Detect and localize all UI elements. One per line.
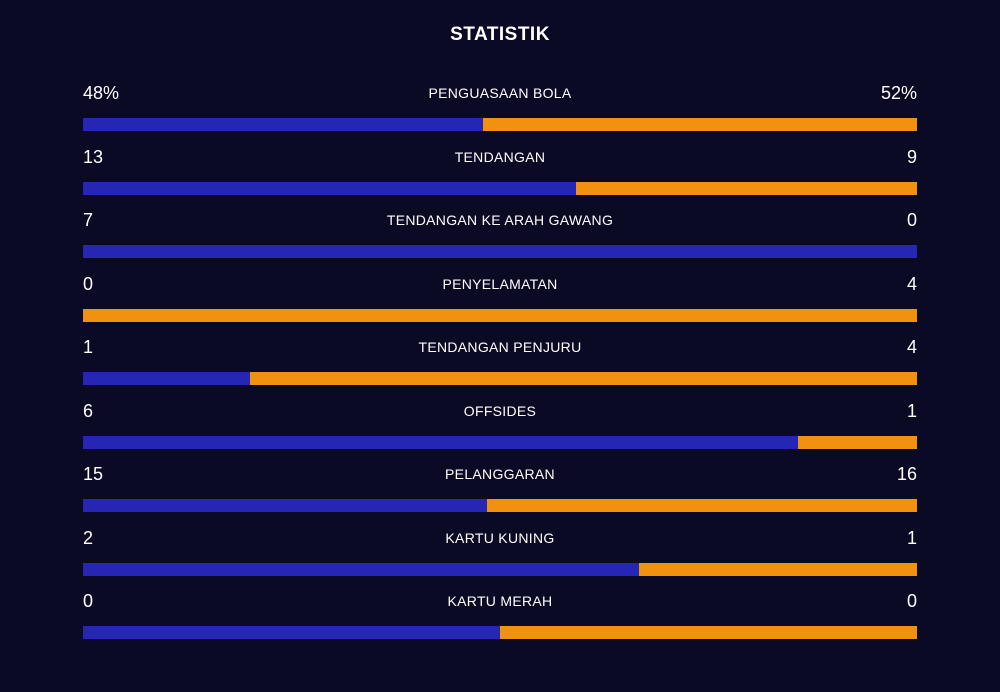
comparison-bar bbox=[83, 181, 917, 195]
comparison-bar bbox=[83, 118, 917, 131]
away-bar-segment bbox=[575, 181, 917, 195]
stat-label: TENDANGAN PENJURU bbox=[418, 339, 582, 355]
comparison-bar bbox=[83, 626, 917, 639]
home-value: 15 bbox=[83, 464, 104, 484]
away-value: 16 bbox=[896, 464, 917, 484]
away-bar-segment bbox=[249, 372, 917, 385]
stat-label: PENGUASAAN BOLA bbox=[428, 85, 572, 101]
stat-row-shots-on-target: 7 TENDANGAN KE ARAH GAWANG 0 bbox=[83, 207, 917, 271]
home-bar-segment bbox=[83, 562, 640, 576]
away-value: 0 bbox=[906, 591, 917, 611]
home-bar-segment bbox=[83, 435, 798, 449]
home-value: 6 bbox=[83, 400, 94, 421]
stat-label: KARTU KUNING bbox=[445, 529, 555, 546]
away-bar-segment bbox=[83, 308, 917, 322]
away-value: 1 bbox=[906, 527, 917, 548]
away-value: 1 bbox=[906, 400, 917, 421]
stat-label: PELANGGARAN bbox=[445, 466, 555, 482]
away-bar-segment bbox=[639, 562, 917, 576]
home-bar-segment bbox=[83, 626, 500, 639]
home-value: 2 bbox=[83, 527, 94, 548]
home-value: 1 bbox=[83, 337, 94, 357]
stats-title: STATISTIK bbox=[450, 24, 550, 45]
comparison-bar bbox=[83, 499, 917, 512]
away-value: 52% bbox=[880, 83, 917, 103]
comparison-bar bbox=[83, 372, 917, 385]
away-bar-segment bbox=[797, 435, 917, 449]
away-bar-segment bbox=[486, 499, 917, 512]
home-bar-segment bbox=[83, 245, 917, 258]
away-value: 9 bbox=[906, 146, 917, 167]
stat-row-yellow-cards: 2 KARTU KUNING 1 bbox=[83, 525, 917, 589]
home-value: 7 bbox=[83, 210, 94, 230]
home-value: 0 bbox=[83, 273, 94, 294]
comparison-bar bbox=[83, 245, 917, 258]
stats-list: 48% PENGUASAAN BOLA 52% 13 TENDANGAN 9 7… bbox=[83, 80, 917, 652]
comparison-bar bbox=[83, 308, 917, 322]
away-value: 4 bbox=[906, 273, 917, 294]
stat-row-possession: 48% PENGUASAAN BOLA 52% bbox=[83, 80, 917, 144]
stat-row-shots: 13 TENDANGAN 9 bbox=[83, 144, 917, 208]
stat-label: KARTU MERAH bbox=[447, 593, 553, 609]
stat-row-red-cards: 0 KARTU MERAH 0 bbox=[83, 588, 917, 652]
away-value: 0 bbox=[906, 210, 917, 230]
comparison-bar bbox=[83, 562, 917, 576]
stat-row-offsides: 6 OFFSIDES 1 bbox=[83, 398, 917, 462]
home-bar-segment bbox=[83, 118, 484, 131]
stat-label: PENYELAMATAN bbox=[442, 275, 558, 292]
comparison-bar bbox=[83, 435, 917, 449]
home-bar-segment bbox=[83, 372, 250, 385]
stat-label: OFFSIDES bbox=[463, 402, 537, 419]
away-bar-segment bbox=[500, 626, 917, 639]
home-bar-segment bbox=[83, 499, 487, 512]
away-bar-segment bbox=[483, 118, 917, 131]
away-value: 4 bbox=[906, 337, 917, 357]
stat-row-saves: 0 PENYELAMATAN 4 bbox=[83, 271, 917, 335]
stat-label: TENDANGAN bbox=[454, 148, 546, 165]
home-value: 0 bbox=[83, 591, 94, 611]
stat-row-corners: 1 TENDANGAN PENJURU 4 bbox=[83, 334, 917, 398]
stat-label: TENDANGAN KE ARAH GAWANG bbox=[386, 212, 614, 228]
stat-row-fouls: 15 PELANGGARAN 16 bbox=[83, 461, 917, 525]
home-value: 13 bbox=[83, 146, 104, 167]
home-value: 48% bbox=[83, 83, 120, 103]
home-bar-segment bbox=[83, 181, 576, 195]
